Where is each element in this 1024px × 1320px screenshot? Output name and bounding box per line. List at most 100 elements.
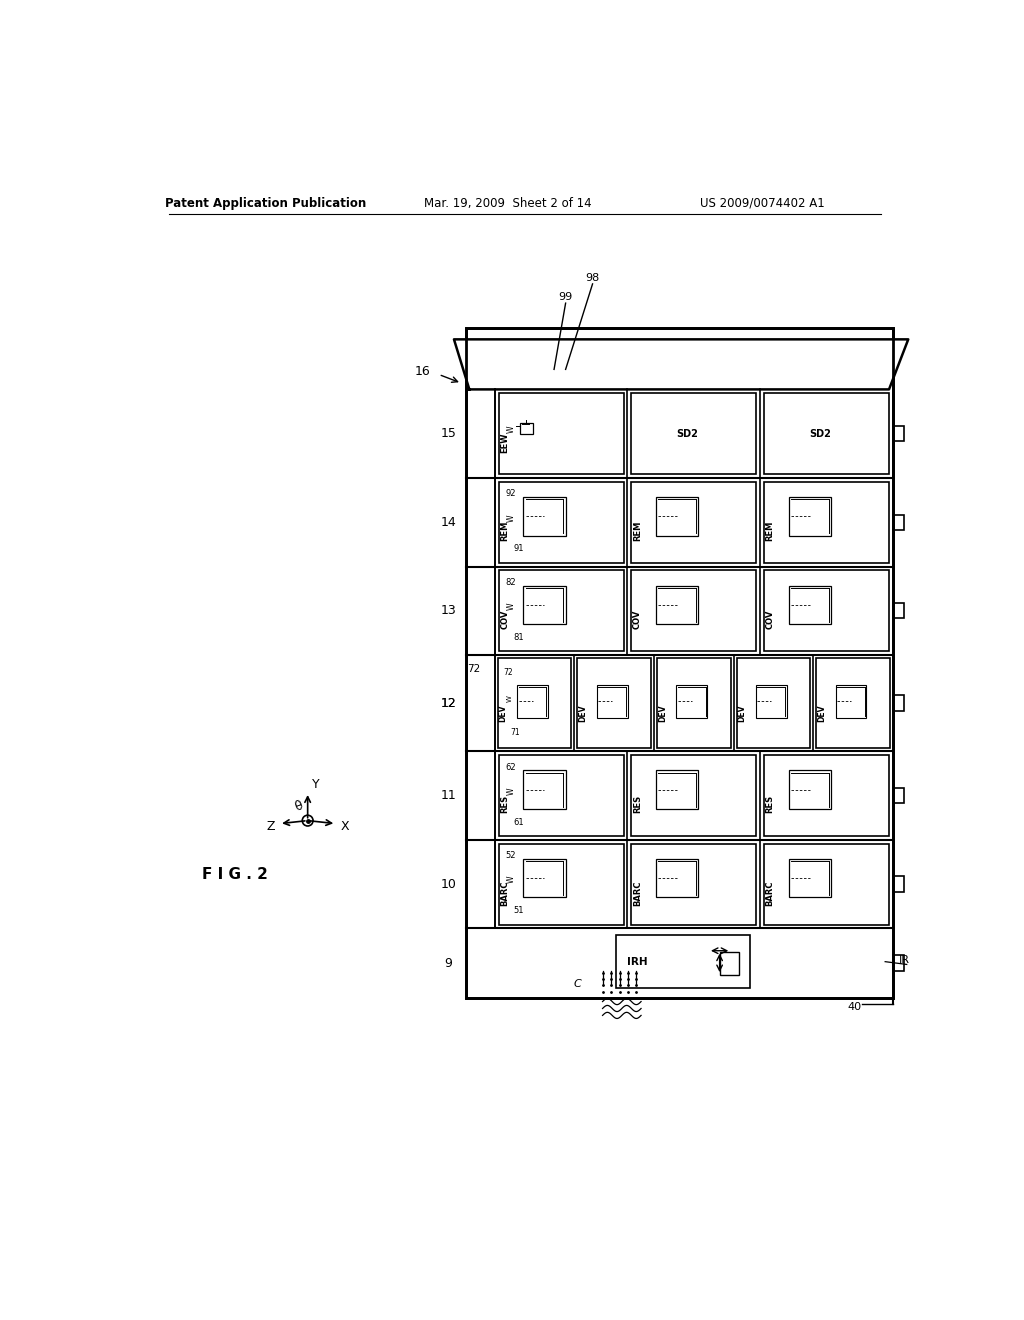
Text: BARC: BARC [633, 880, 642, 906]
Text: F I G . 2: F I G . 2 [202, 867, 267, 882]
Bar [466, 327, 893, 998]
Text: 13: 13 [440, 605, 457, 618]
Text: X: X [340, 820, 349, 833]
Text: W: W [507, 425, 516, 433]
Bar [893, 956, 903, 970]
Bar [893, 515, 903, 529]
Text: DEV: DEV [579, 704, 588, 722]
Text: 62: 62 [506, 763, 516, 772]
Text: 99: 99 [558, 292, 572, 302]
Text: COV: COV [501, 610, 509, 630]
Bar [756, 685, 786, 718]
Bar [523, 859, 565, 898]
Text: Y: Y [311, 777, 319, 791]
Bar [720, 952, 739, 975]
Text: IR: IR [899, 954, 910, 965]
Text: DEV: DEV [817, 704, 826, 722]
Text: 11: 11 [440, 789, 457, 803]
Text: RES: RES [501, 796, 509, 813]
Bar [499, 393, 624, 474]
Bar [499, 482, 624, 562]
Text: W: W [507, 694, 512, 702]
Bar [764, 482, 889, 562]
Text: REM: REM [766, 521, 775, 541]
Text: BARC: BARC [766, 880, 775, 906]
Bar [893, 426, 903, 441]
Text: 51: 51 [513, 907, 524, 915]
Text: 16: 16 [415, 366, 431, 379]
Text: COV: COV [633, 610, 642, 630]
Text: DEV: DEV [737, 704, 746, 722]
Text: 40: 40 [847, 1002, 861, 1012]
Text: REM: REM [633, 521, 642, 541]
Bar [615, 935, 751, 989]
Bar [632, 570, 757, 651]
Bar [597, 685, 628, 718]
Bar [466, 327, 893, 998]
Text: DEV: DEV [658, 704, 667, 722]
Bar [657, 659, 730, 748]
Bar [788, 586, 831, 624]
Bar [656, 771, 698, 809]
Text: RES: RES [633, 796, 642, 813]
Text: θ: θ [293, 800, 304, 814]
Text: RES: RES [766, 796, 775, 813]
Text: 98: 98 [586, 273, 600, 282]
Bar [499, 755, 624, 836]
Text: W: W [507, 603, 516, 610]
Text: 91: 91 [513, 544, 524, 553]
Text: BARC: BARC [501, 880, 509, 906]
Bar [836, 685, 866, 718]
Bar [893, 696, 903, 711]
Text: 92: 92 [506, 490, 516, 499]
Bar [764, 393, 889, 474]
Text: 9: 9 [444, 957, 453, 970]
Bar [764, 843, 889, 924]
Bar [523, 586, 565, 624]
Bar [764, 570, 889, 651]
Text: W: W [507, 513, 516, 521]
Text: EEW: EEW [501, 432, 509, 453]
Text: 12: 12 [440, 697, 457, 710]
Bar [523, 771, 565, 809]
Text: 81: 81 [513, 632, 524, 642]
Text: DEV: DEV [499, 704, 508, 722]
Text: W: W [507, 788, 516, 795]
Text: 12: 12 [440, 697, 457, 710]
Text: 61: 61 [513, 817, 524, 826]
Bar [578, 659, 651, 748]
Bar [893, 876, 903, 892]
Text: SD2: SD2 [809, 429, 830, 438]
Text: W: W [507, 876, 516, 883]
Bar [632, 755, 757, 836]
Bar [788, 498, 831, 536]
Bar [632, 393, 757, 474]
Text: Z: Z [266, 820, 275, 833]
Text: 72: 72 [467, 664, 480, 675]
Bar [788, 771, 831, 809]
Bar [676, 685, 708, 718]
Bar [520, 422, 532, 434]
Bar [656, 586, 698, 624]
Bar [736, 659, 810, 748]
Text: Patent Application Publication: Patent Application Publication [165, 197, 366, 210]
Text: REM: REM [501, 521, 509, 541]
Text: SD2: SD2 [676, 429, 698, 438]
Text: 82: 82 [506, 578, 516, 587]
Text: 71: 71 [510, 727, 519, 737]
Bar [788, 859, 831, 898]
Bar [893, 788, 903, 804]
Bar [498, 659, 571, 748]
Text: 52: 52 [506, 851, 516, 861]
Text: 15: 15 [440, 428, 457, 440]
Bar [656, 498, 698, 536]
Text: COV: COV [766, 610, 775, 630]
Bar [523, 498, 565, 536]
Text: IRH: IRH [627, 957, 647, 966]
Text: US 2009/0074402 A1: US 2009/0074402 A1 [699, 197, 824, 210]
Bar [499, 843, 624, 924]
Bar [764, 755, 889, 836]
Text: 10: 10 [440, 878, 457, 891]
Polygon shape [454, 339, 908, 389]
Bar [517, 685, 548, 718]
